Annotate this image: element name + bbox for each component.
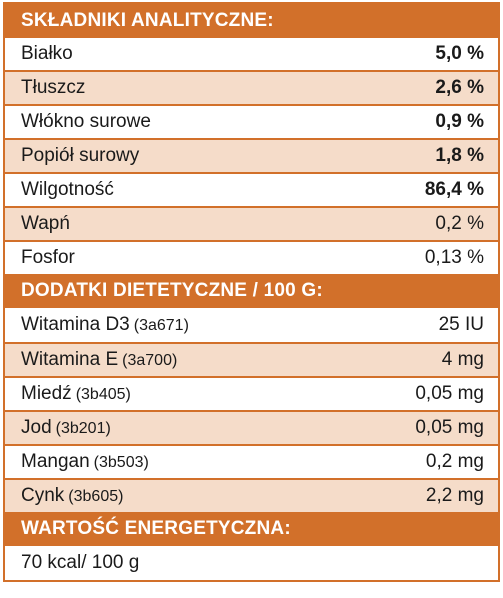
table-row: Włókno surowe 0,9 %: [5, 104, 498, 138]
table-row: Wilgotność 86,4 %: [5, 172, 498, 206]
row-label: Witamina E (3a700): [21, 349, 177, 371]
additive-code: (3b201): [55, 420, 111, 437]
table-row: Wapń 0,2 %: [5, 206, 498, 240]
row-value: 0,9 %: [435, 111, 484, 132]
row-label: Witamina D3 (3a671): [21, 314, 189, 336]
additive-name: Witamina E: [21, 349, 119, 370]
row-label: Białko: [21, 43, 73, 64]
row-value: 0,2 %: [435, 213, 484, 234]
row-label: Tłuszcz: [21, 77, 86, 98]
row-label: Cynk (3b605): [21, 485, 123, 507]
energy-header: WARTOŚĆ ENERGETYCZNA:: [5, 512, 498, 546]
table-row: Fosfor 0,13 %: [5, 240, 498, 274]
analytical-header: SKŁADNIKI ANALITYCZNE:: [5, 4, 498, 38]
row-label: Jod (3b201): [21, 417, 111, 439]
row-value: 0,05 mg: [415, 383, 484, 404]
row-value: 0,05 mg: [415, 417, 484, 438]
additive-name: Miedź: [21, 383, 72, 404]
additive-code: (3a671): [133, 317, 189, 334]
table-row: Mangan (3b503) 0,2 mg: [5, 444, 498, 478]
row-label: Wilgotność: [21, 179, 114, 200]
row-value: 2,6 %: [435, 77, 484, 98]
row-value: 2,2 mg: [425, 485, 484, 506]
table-row: Popiół surowy 1,8 %: [5, 138, 498, 172]
row-label: Popiół surowy: [21, 145, 140, 166]
row-label: Miedź (3b405): [21, 383, 131, 405]
row-label: Włókno surowe: [21, 111, 151, 132]
energy-row: 70 kcal/ 100 g: [5, 546, 498, 580]
row-label: Fosfor: [21, 247, 75, 268]
table-row: Jod (3b201) 0,05 mg: [5, 410, 498, 444]
row-value: 25 IU: [438, 314, 484, 335]
additive-code: (3b405): [75, 386, 131, 403]
row-value: 4 mg: [441, 349, 484, 370]
additive-name: Mangan: [21, 451, 90, 472]
additive-name: Witamina D3: [21, 314, 130, 335]
nutrition-table: SKŁADNIKI ANALITYCZNE: Białko 5,0 % Tłus…: [3, 2, 500, 582]
row-value: 86,4 %: [424, 179, 484, 200]
additive-name: Jod: [21, 417, 52, 438]
additives-header: DODATKI DIETETYCZNE / 100 G:: [5, 274, 498, 308]
energy-value: 70 kcal/ 100 g: [21, 552, 140, 573]
row-value: 0,2 mg: [425, 451, 484, 472]
additive-code: (3b605): [68, 488, 124, 505]
table-row: Cynk (3b605) 2,2 mg: [5, 478, 498, 512]
table-row: Białko 5,0 %: [5, 38, 498, 70]
additive-name: Cynk: [21, 485, 65, 506]
row-value: 5,0 %: [435, 43, 484, 64]
row-value: 0,13 %: [424, 247, 484, 268]
additive-code: (3b503): [93, 454, 149, 471]
table-row: Witamina D3 (3a671) 25 IU: [5, 308, 498, 342]
row-label: Mangan (3b503): [21, 451, 149, 473]
row-label: Wapń: [21, 213, 70, 234]
additive-code: (3a700): [122, 352, 178, 369]
table-row: Tłuszcz 2,6 %: [5, 70, 498, 104]
row-value: 1,8 %: [435, 145, 484, 166]
table-row: Witamina E (3a700) 4 mg: [5, 342, 498, 376]
table-row: Miedź (3b405) 0,05 mg: [5, 376, 498, 410]
